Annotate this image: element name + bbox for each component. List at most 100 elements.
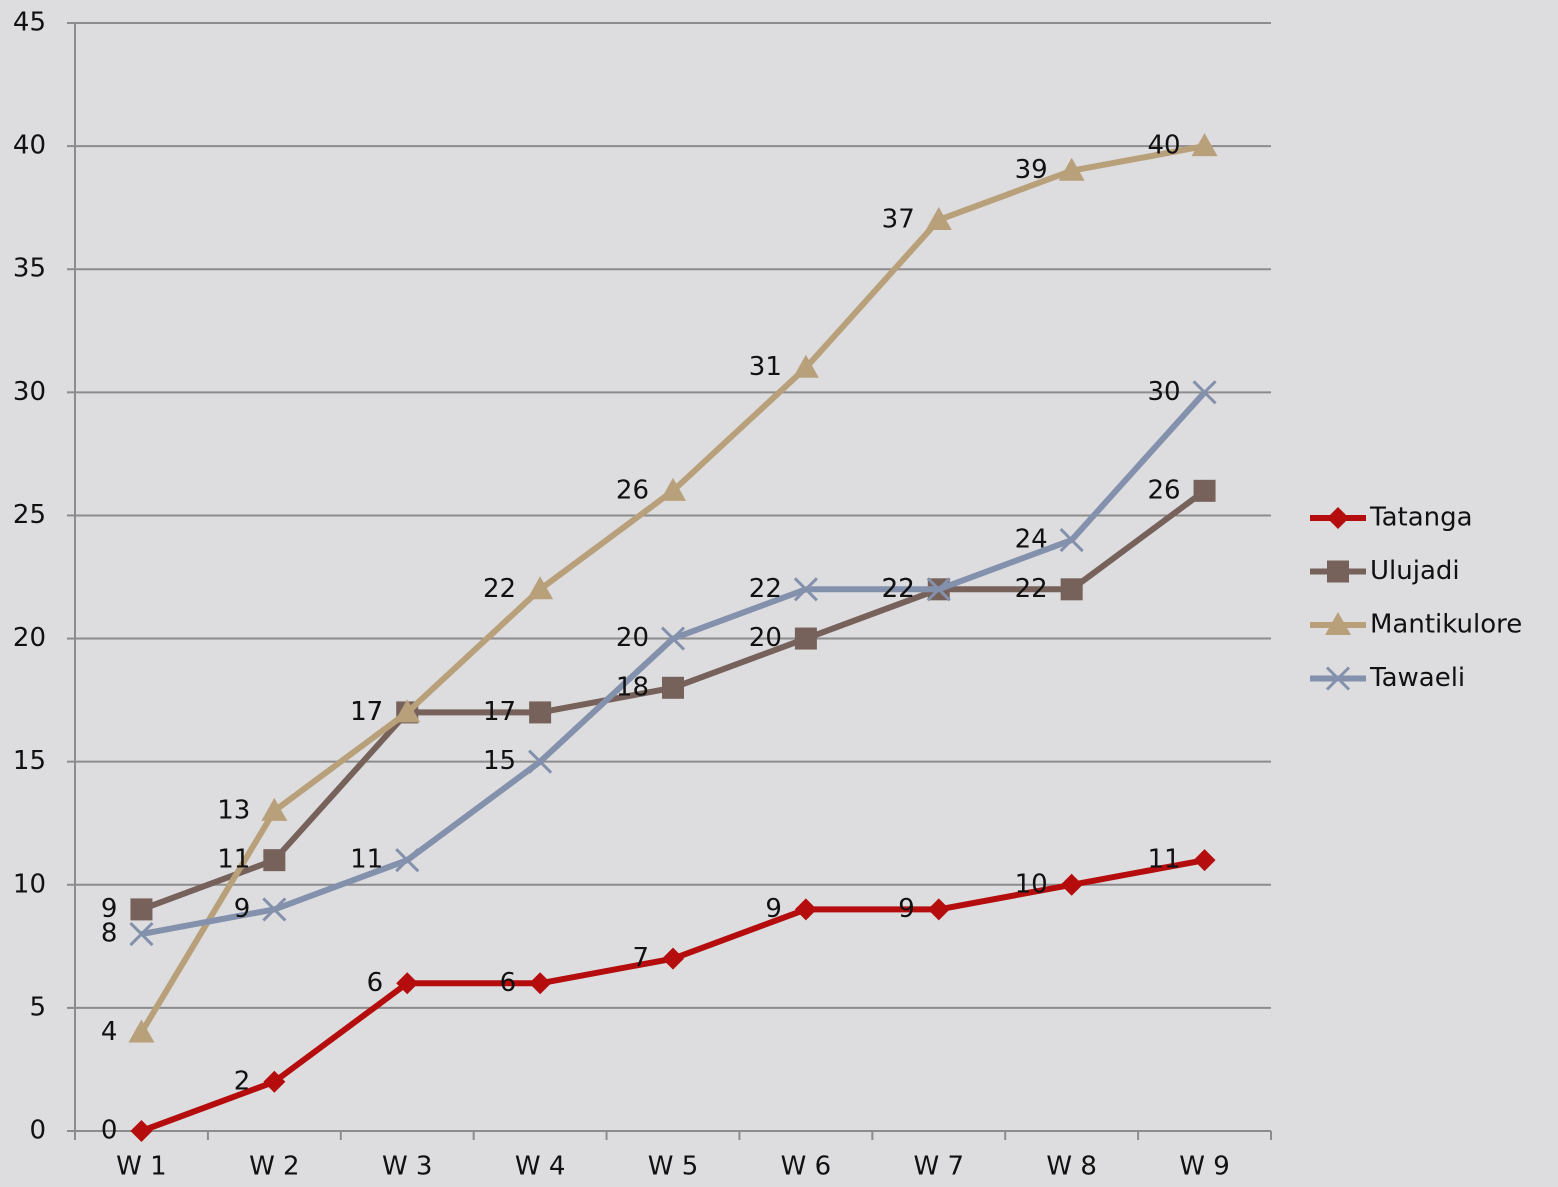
marker (1325, 666, 1351, 691)
y-tick-label: 25 (13, 500, 46, 530)
marker (792, 354, 819, 378)
data-label: 9 (898, 894, 915, 924)
marker (794, 627, 817, 650)
data-label: 17 (483, 697, 516, 727)
data-label: 7 (632, 943, 649, 973)
marker (1191, 133, 1218, 157)
y-tick-label: 0 (29, 1116, 46, 1146)
data-label: 40 (1147, 131, 1180, 161)
marker (396, 972, 419, 995)
marker (662, 947, 684, 970)
marker (262, 897, 287, 922)
data-label: 17 (350, 697, 383, 727)
marker (926, 577, 951, 602)
marker (1192, 380, 1217, 405)
data-label: 22 (1015, 574, 1048, 604)
data-label: 24 (1015, 525, 1048, 555)
legend-label: Mantikulore (1370, 610, 1522, 640)
y-tick-label: 30 (13, 377, 46, 407)
data-label: 22 (882, 574, 915, 604)
marker (1060, 578, 1083, 601)
data-label: 30 (1147, 377, 1180, 407)
marker (793, 577, 818, 602)
data-label: 31 (749, 352, 782, 382)
data-label: 9 (101, 894, 118, 924)
x-tick-label: W 8 (1046, 1152, 1097, 1182)
marker (794, 898, 817, 921)
marker (1058, 157, 1085, 181)
marker (263, 849, 286, 872)
x-tick-label: W 4 (515, 1152, 566, 1182)
data-label: 8 (101, 919, 118, 949)
x-tick-label: W 3 (382, 1152, 433, 1182)
data-label: 20 (749, 623, 782, 653)
data-label: 22 (749, 574, 782, 604)
marker (130, 1120, 153, 1142)
marker (1327, 507, 1349, 529)
marker (662, 676, 684, 699)
marker (130, 898, 153, 921)
marker (1060, 873, 1083, 896)
marker (925, 206, 952, 230)
data-label: 6 (500, 968, 517, 998)
y-tick-label: 20 (13, 623, 46, 653)
marker (1193, 479, 1216, 502)
data-label: 22 (882, 574, 915, 604)
marker (129, 921, 154, 947)
y-tick-label: 35 (13, 254, 46, 284)
data-label: 11 (350, 845, 383, 875)
legend-label: Tatanga (1369, 503, 1473, 533)
data-label: 11 (217, 845, 250, 875)
marker (527, 576, 554, 600)
data-label: 37 (882, 204, 915, 234)
x-tick-label: W 1 (116, 1152, 167, 1182)
marker (128, 1019, 155, 1043)
marker (529, 972, 552, 995)
y-tick-label: 40 (13, 131, 46, 161)
marker (927, 898, 950, 921)
data-label: 10 (1015, 869, 1048, 899)
x-tick-label: W 7 (914, 1152, 965, 1182)
data-label: 13 (217, 795, 250, 825)
y-tick-label: 10 (13, 869, 46, 899)
x-tick-label: W 9 (1179, 1152, 1230, 1182)
marker (395, 848, 420, 873)
data-label: 11 (1147, 845, 1180, 875)
y-tick-label: 5 (29, 992, 46, 1022)
data-label: 0 (101, 1116, 118, 1146)
data-label: 22 (483, 574, 516, 604)
x-tick-label: W 2 (249, 1152, 300, 1182)
data-label: 26 (1147, 475, 1180, 505)
data-label: 20 (616, 623, 649, 653)
x-tick-label: W 5 (648, 1152, 699, 1182)
marker (263, 1070, 286, 1093)
marker (660, 626, 686, 651)
marker (529, 701, 552, 724)
marker (660, 477, 686, 501)
marker (1325, 612, 1351, 635)
legend-label: Ulujadi (1370, 556, 1460, 586)
data-label: 9 (234, 894, 251, 924)
data-label: 26 (616, 475, 649, 505)
marker (1059, 528, 1084, 553)
data-label: 15 (483, 746, 516, 776)
y-tick-label: 45 (13, 8, 46, 38)
marker (1327, 560, 1349, 583)
marker (261, 797, 288, 821)
data-label: 9 (765, 894, 782, 924)
marker (394, 699, 421, 723)
data-label: 39 (1015, 155, 1048, 185)
marker (1193, 849, 1216, 872)
data-label: 18 (616, 672, 649, 702)
data-label: 6 (367, 968, 384, 998)
data-label: 17 (350, 697, 383, 727)
legend-label: Tawaeli (1369, 663, 1465, 693)
y-tick-label: 15 (13, 746, 46, 776)
data-label: 4 (101, 1017, 118, 1047)
marker (528, 749, 553, 774)
x-tick-label: W 6 (781, 1152, 832, 1182)
data-label: 2 (234, 1066, 251, 1096)
